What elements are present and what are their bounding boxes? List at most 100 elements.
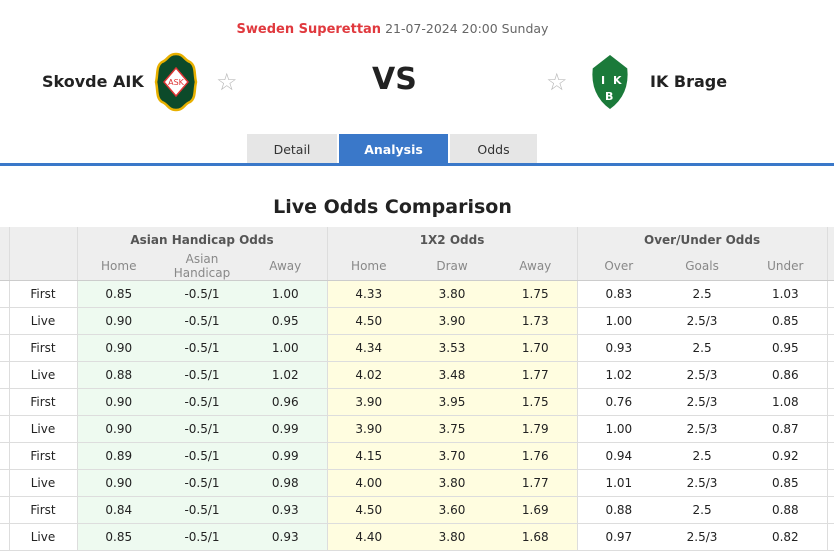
odds-cell[interactable]: 3.60 <box>410 496 495 524</box>
odds-row: First 0.84 -0.5/1 0.93 4.50 3.60 1.69 0.88 2.5 0.… <box>0 496 834 524</box>
odds-cell[interactable]: 1.70 <box>494 334 578 362</box>
odds-cell[interactable]: 0.84 <box>76 496 160 524</box>
odds-cell[interactable]: 0.97 <box>576 523 661 551</box>
odds-cell[interactable]: 4.34 <box>326 334 411 362</box>
odds-cell[interactable]: 1.68 <box>494 523 578 551</box>
odds-cell[interactable]: 1.77 <box>494 469 578 497</box>
away-team-name[interactable]: IK Brage <box>650 72 728 91</box>
odds-cell[interactable]: 2.5 <box>660 442 745 470</box>
odds-cell[interactable]: 3.48 <box>410 361 495 389</box>
odds-cell[interactable]: 0.99 <box>244 442 328 470</box>
odds-cell[interactable]: 3.80 <box>410 523 495 551</box>
odds-cell[interactable]: 3.80 <box>410 280 495 308</box>
odds-cell[interactable]: 4.15 <box>326 442 411 470</box>
odds-cell[interactable]: 3.90 <box>410 307 495 335</box>
odds-cell[interactable]: 0.85 <box>76 523 160 551</box>
odds-cell[interactable]: 2.5/3 <box>660 523 745 551</box>
odds-cell[interactable]: -0.5/1 <box>160 523 244 551</box>
odds-cell[interactable]: 2.5/3 <box>660 307 745 335</box>
odds-cell[interactable]: 2.5/3 <box>660 469 745 497</box>
odds-cell[interactable]: 3.90 <box>326 415 411 443</box>
odds-cell[interactable]: 0.88 <box>576 496 661 524</box>
odds-cell[interactable]: 0.92 <box>744 442 828 470</box>
odds-cell[interactable]: 1.02 <box>244 361 328 389</box>
odds-cell[interactable]: 0.83 <box>576 280 661 308</box>
odds-cell[interactable]: 0.93 <box>244 523 328 551</box>
odds-cell[interactable]: 2.5 <box>660 280 745 308</box>
odds-cell[interactable]: 2.5/3 <box>660 415 745 443</box>
odds-cell[interactable]: 0.95 <box>244 307 328 335</box>
odds-cell[interactable]: -0.5/1 <box>160 469 244 497</box>
odds-cell[interactable]: -0.5/1 <box>160 334 244 362</box>
tab-analysis[interactable]: Analysis <box>339 134 448 165</box>
odds-cell[interactable]: 0.90 <box>76 415 160 443</box>
odds-cell[interactable]: 0.96 <box>244 388 328 416</box>
odds-cell[interactable]: -0.5/1 <box>160 496 244 524</box>
odds-cell[interactable]: 0.90 <box>76 307 160 335</box>
odds-cell[interactable]: 0.94 <box>576 442 661 470</box>
odds-cell[interactable]: 1.75 <box>494 280 578 308</box>
odds-cell[interactable]: 4.00 <box>326 469 411 497</box>
odds-cell[interactable]: 4.50 <box>326 496 411 524</box>
odds-cell[interactable]: 0.88 <box>744 496 828 524</box>
odds-cell[interactable]: 1.00 <box>244 280 328 308</box>
odds-cell[interactable]: 0.86 <box>744 361 828 389</box>
odds-cell[interactable]: -0.5/1 <box>160 280 244 308</box>
odds-cell[interactable]: 0.93 <box>244 496 328 524</box>
odds-cell[interactable]: 0.82 <box>744 523 828 551</box>
odds-cell[interactable]: 0.98 <box>244 469 328 497</box>
odds-cell[interactable]: 0.85 <box>744 307 828 335</box>
odds-cell[interactable]: 1.69 <box>494 496 578 524</box>
odds-cell[interactable]: 0.85 <box>76 280 160 308</box>
odds-cell[interactable]: 2.5/3 <box>660 361 745 389</box>
odds-cell[interactable]: 1.79 <box>494 415 578 443</box>
odds-cell[interactable]: -0.5/1 <box>160 442 244 470</box>
odds-cell[interactable]: 4.02 <box>326 361 411 389</box>
odds-cell[interactable]: 1.00 <box>576 415 661 443</box>
odds-cell[interactable]: 3.90 <box>326 388 411 416</box>
odds-cell[interactable]: 3.95 <box>410 388 495 416</box>
odds-cell[interactable]: 2.5 <box>660 334 745 362</box>
odds-cell[interactable]: 0.87 <box>744 415 828 443</box>
odds-cell[interactable]: 1.00 <box>576 307 661 335</box>
odds-cell[interactable]: 1.02 <box>576 361 661 389</box>
tab-detail[interactable]: Detail <box>247 134 337 165</box>
odds-cell[interactable]: 0.88 <box>76 361 160 389</box>
odds-cell[interactable]: 1.08 <box>744 388 828 416</box>
odds-cell[interactable]: 3.53 <box>410 334 495 362</box>
odds-cell[interactable]: 0.90 <box>76 334 160 362</box>
odds-cell[interactable]: -0.5/1 <box>160 388 244 416</box>
favorite-away-star-icon[interactable]: ☆ <box>546 68 568 96</box>
odds-cell[interactable]: 1.77 <box>494 361 578 389</box>
odds-cell[interactable]: 4.50 <box>326 307 411 335</box>
odds-cell[interactable]: 1.01 <box>576 469 661 497</box>
odds-cell[interactable]: -0.5/1 <box>160 415 244 443</box>
tab-odds[interactable]: Odds <box>450 134 537 165</box>
odds-cell[interactable]: 0.89 <box>76 442 160 470</box>
odds-cell[interactable]: 4.40 <box>326 523 411 551</box>
odds-cell[interactable]: -0.5/1 <box>160 307 244 335</box>
odds-cell[interactable]: 0.76 <box>576 388 661 416</box>
group-1x2: 1X2 Odds <box>326 227 578 252</box>
home-team-name[interactable]: Skovde AIK <box>42 72 144 91</box>
odds-cell[interactable]: 3.70 <box>410 442 495 470</box>
league-link[interactable]: Sweden Superettan <box>236 22 382 37</box>
odds-cell[interactable]: 1.75 <box>494 388 578 416</box>
odds-cell[interactable]: 1.03 <box>744 280 828 308</box>
odds-cell[interactable]: 0.95 <box>744 334 828 362</box>
odds-cell[interactable]: 0.90 <box>76 469 160 497</box>
odds-cell[interactable]: 1.73 <box>494 307 578 335</box>
odds-cell[interactable]: 1.76 <box>494 442 578 470</box>
odds-cell[interactable]: 2.5/3 <box>660 388 745 416</box>
odds-cell[interactable]: 0.90 <box>76 388 160 416</box>
odds-cell[interactable]: 2.5 <box>660 496 745 524</box>
odds-cell[interactable]: 3.80 <box>410 469 495 497</box>
odds-cell[interactable]: 0.93 <box>576 334 661 362</box>
odds-cell[interactable]: -0.5/1 <box>160 361 244 389</box>
odds-cell[interactable]: 1.00 <box>244 334 328 362</box>
odds-cell[interactable]: 4.33 <box>326 280 411 308</box>
odds-cell[interactable]: 0.99 <box>244 415 328 443</box>
favorite-home-star-icon[interactable]: ☆ <box>216 68 238 96</box>
odds-cell[interactable]: 0.85 <box>744 469 828 497</box>
odds-cell[interactable]: 3.75 <box>410 415 495 443</box>
